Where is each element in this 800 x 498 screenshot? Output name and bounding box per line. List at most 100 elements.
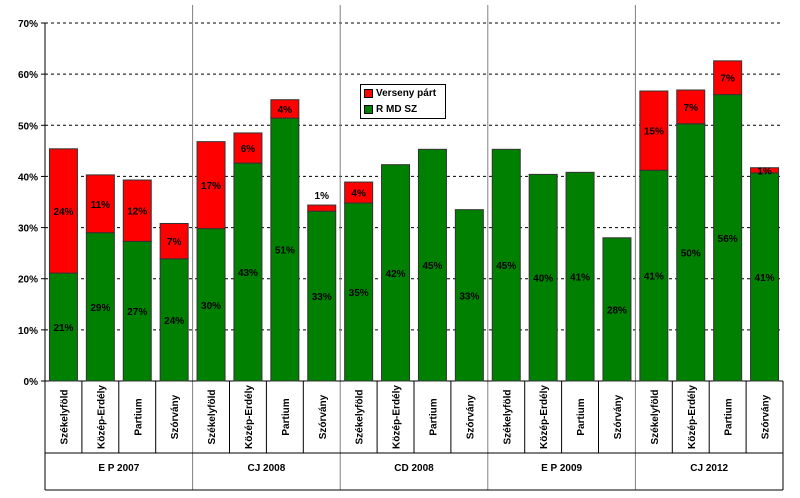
category-label: Közép-Erdély: [244, 385, 255, 449]
category-label: Partium: [281, 398, 292, 435]
data-label: 27%: [127, 307, 147, 318]
category-label: Közép-Erdély: [392, 385, 403, 449]
data-label: 4%: [278, 105, 293, 116]
y-tick-label: 50%: [18, 121, 38, 132]
data-label: 21%: [53, 323, 73, 334]
y-tick-label: 30%: [18, 224, 38, 235]
bar-rmdsz: [528, 173, 558, 382]
category-label: Székelyföld: [355, 389, 366, 444]
bar-verseny: [48, 148, 78, 274]
data-label: 41%: [644, 272, 664, 283]
bar-rmdsz: [565, 171, 595, 382]
category-label: Partium: [133, 398, 144, 435]
group-label: E P 2007: [98, 463, 139, 474]
bar-rmdsz: [196, 228, 226, 382]
bar-rmdsz: [602, 237, 632, 382]
bar-verseny: [270, 99, 300, 119]
category-label: Közép-Erdély: [687, 385, 698, 449]
data-label: 50%: [681, 248, 701, 259]
bar-verseny: [122, 179, 152, 242]
y-tick-label: 10%: [18, 326, 38, 337]
bar-verseny: [196, 141, 226, 230]
bar-rmdsz: [750, 172, 780, 382]
data-label: 1%: [757, 166, 772, 177]
data-label: 11%: [91, 200, 111, 211]
category-label: Partium: [724, 398, 735, 435]
category-label: Székelyföld: [59, 389, 70, 444]
y-tick-label: 60%: [18, 70, 38, 81]
category-label: Partium: [576, 398, 587, 435]
bar-rmdsz: [307, 210, 337, 382]
bar-rmdsz: [159, 258, 189, 382]
data-label: 33%: [459, 291, 479, 302]
bar-rmdsz: [417, 148, 447, 382]
data-label: 28%: [607, 305, 627, 316]
category-label: Közép-Erdély: [96, 385, 107, 449]
data-label: 43%: [238, 268, 258, 279]
category-label: Szórvány: [170, 394, 181, 439]
category-label: Székelyföld: [207, 389, 218, 444]
data-label: 35%: [349, 288, 369, 299]
legend-label: Verseny párt: [376, 87, 437, 99]
data-label: 41%: [570, 273, 590, 284]
legend-item-verseny: Verseny párt: [361, 85, 445, 101]
category-label: Székelyföld: [650, 389, 661, 444]
data-label: 45%: [496, 261, 516, 272]
data-label: 56%: [718, 234, 738, 245]
y-tick-label: 40%: [18, 172, 38, 183]
data-label: 30%: [201, 301, 221, 312]
bar-verseny: [233, 132, 263, 164]
bar-rmdsz: [122, 240, 152, 382]
data-label: 51%: [275, 246, 295, 257]
bar-rmdsz: [85, 232, 115, 382]
legend-swatch-green: [364, 104, 373, 114]
bar-verseny: [750, 167, 780, 174]
data-label: 42%: [386, 269, 406, 280]
data-label: 24%: [53, 207, 73, 218]
group-label: E P 2009: [541, 463, 582, 474]
y-tick-label: 0%: [24, 377, 39, 388]
legend-item-rmdsz: R MD SZ: [361, 101, 445, 117]
category-label: Székelyföld: [502, 389, 513, 444]
bar-rmdsz: [454, 209, 484, 382]
bar-verseny: [713, 60, 743, 96]
bar-rmdsz: [270, 117, 300, 382]
data-label: 40%: [533, 274, 553, 285]
bar-verseny: [307, 204, 337, 212]
bar-rmdsz: [233, 162, 263, 382]
bar-verseny: [676, 89, 706, 125]
group-label: CJ 2008: [247, 463, 285, 474]
category-label: Szórvány: [465, 394, 476, 439]
data-label: 24%: [164, 316, 184, 327]
legend: Verseny párt R MD SZ: [360, 84, 446, 119]
bar-rmdsz: [381, 164, 411, 382]
data-label: 17%: [201, 181, 221, 192]
data-label: 12%: [127, 207, 147, 218]
category-label: Szórvány: [613, 394, 624, 439]
data-label: 45%: [422, 261, 442, 272]
data-label: 7%: [684, 103, 699, 114]
data-label: 41%: [755, 273, 775, 284]
bar-verseny: [344, 181, 374, 204]
data-label: 1%: [315, 191, 330, 202]
bar-rmdsz: [491, 148, 521, 382]
data-label: 7%: [720, 74, 735, 85]
group-label: CD 2008: [394, 463, 434, 474]
data-label: 33%: [312, 292, 332, 303]
bar-rmdsz: [676, 123, 706, 382]
bar-rmdsz: [344, 202, 374, 382]
group-label: CJ 2012: [690, 463, 728, 474]
legend-label: R MD SZ: [376, 103, 418, 115]
category-label: Partium: [428, 398, 439, 435]
data-label: 7%: [167, 237, 182, 248]
bar-verseny: [639, 90, 669, 171]
bar-verseny: [85, 174, 115, 234]
category-label: Közép-Erdély: [539, 385, 550, 449]
data-label: 15%: [644, 127, 664, 138]
data-label: 29%: [90, 303, 110, 314]
y-tick-label: 20%: [18, 275, 38, 286]
data-label: 6%: [241, 144, 256, 155]
category-label: Szórvány: [761, 394, 772, 439]
